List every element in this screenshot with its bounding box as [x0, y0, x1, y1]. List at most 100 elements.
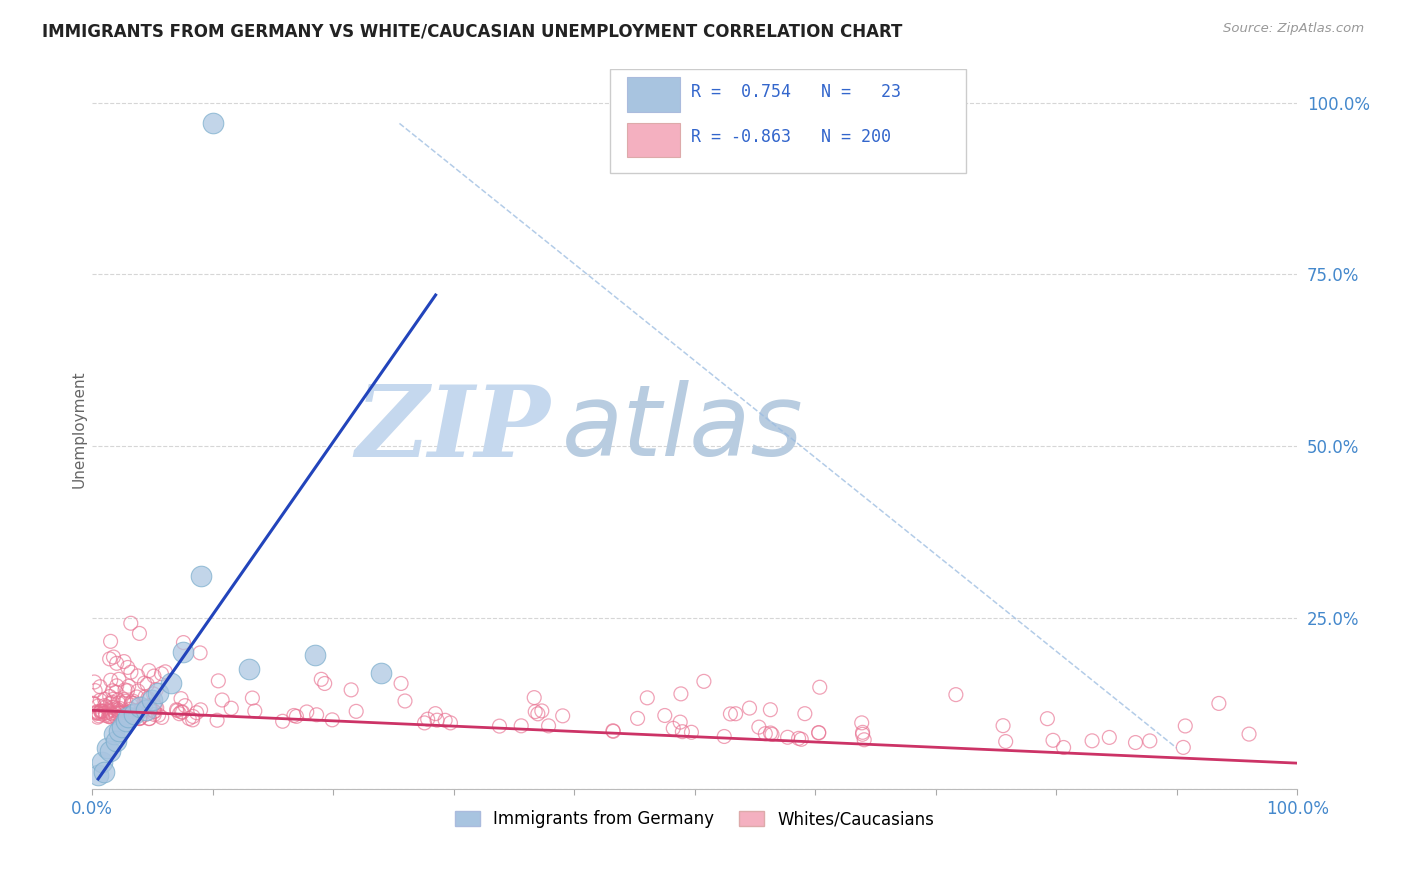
- Point: [83, 675, 105, 690]
- Point: [551, 709, 574, 723]
- Point: [759, 703, 782, 717]
- Point: [205, 713, 228, 727]
- Point: [172, 635, 194, 649]
- Point: [174, 698, 197, 713]
- Point: [172, 705, 194, 719]
- Point: [179, 711, 201, 725]
- Point: [523, 690, 546, 705]
- Point: [94, 708, 117, 723]
- Point: [238, 662, 260, 676]
- Point: [853, 732, 876, 747]
- Point: [128, 712, 150, 726]
- Point: [96, 741, 118, 756]
- Point: [669, 687, 692, 701]
- Point: [169, 706, 191, 721]
- Point: [295, 705, 318, 719]
- Point: [724, 706, 747, 721]
- Point: [87, 706, 110, 721]
- Point: [851, 727, 873, 741]
- Point: [148, 708, 170, 723]
- Point: [1042, 733, 1064, 747]
- Point: [101, 695, 124, 709]
- Point: [344, 704, 367, 718]
- Point: [808, 680, 831, 694]
- Point: [98, 744, 121, 758]
- Point: [159, 676, 181, 690]
- Point: [143, 705, 166, 719]
- Point: [759, 726, 782, 740]
- Point: [111, 721, 134, 735]
- Point: [98, 710, 121, 724]
- Point: [1125, 735, 1147, 749]
- Text: IMMIGRANTS FROM GERMANY VS WHITE/CAUCASIAN UNEMPLOYMENT CORRELATION CHART: IMMIGRANTS FROM GERMANY VS WHITE/CAUCASI…: [42, 22, 903, 40]
- Point: [86, 705, 108, 719]
- Point: [138, 664, 160, 678]
- Point: [89, 680, 111, 694]
- Point: [271, 714, 294, 729]
- Point: [285, 709, 308, 723]
- Point: [1173, 740, 1195, 755]
- Point: [211, 693, 233, 707]
- Point: [127, 684, 149, 698]
- Point: [201, 116, 224, 130]
- Text: R =  0.754   N =   23: R = 0.754 N = 23: [692, 83, 901, 102]
- Point: [118, 679, 141, 693]
- Point: [115, 714, 138, 728]
- Point: [776, 731, 799, 745]
- Text: ZIP: ZIP: [356, 381, 550, 477]
- Point: [89, 693, 111, 707]
- Point: [124, 706, 146, 721]
- FancyBboxPatch shape: [627, 78, 681, 112]
- Point: [510, 719, 533, 733]
- Point: [82, 697, 104, 711]
- Point: [945, 688, 967, 702]
- Point: [105, 657, 128, 671]
- Point: [793, 706, 815, 721]
- Point: [107, 697, 129, 711]
- Point: [104, 685, 127, 699]
- Point: [82, 696, 104, 710]
- Point: [135, 707, 157, 722]
- Point: [105, 702, 128, 716]
- Point: [150, 710, 173, 724]
- Point: [108, 701, 131, 715]
- Point: [120, 702, 142, 716]
- Point: [112, 692, 135, 706]
- Point: [488, 719, 510, 733]
- Point: [1237, 727, 1260, 741]
- Point: [807, 726, 830, 740]
- Point: [219, 701, 242, 715]
- Point: [304, 648, 326, 663]
- Point: [101, 700, 124, 714]
- Point: [114, 694, 136, 708]
- Point: [128, 626, 150, 640]
- Point: [103, 650, 125, 665]
- Point: [662, 722, 685, 736]
- Point: [103, 703, 125, 717]
- Point: [105, 734, 128, 748]
- Point: [90, 755, 112, 769]
- Point: [370, 665, 392, 680]
- Point: [105, 679, 128, 693]
- Point: [416, 712, 439, 726]
- Point: [170, 691, 193, 706]
- Point: [87, 698, 110, 713]
- Point: [134, 690, 156, 704]
- Point: [145, 682, 167, 697]
- Point: [1208, 697, 1230, 711]
- Point: [340, 682, 363, 697]
- Point: [107, 723, 129, 738]
- Point: [107, 693, 129, 707]
- Point: [141, 693, 163, 707]
- Point: [181, 709, 204, 723]
- Point: [394, 694, 416, 708]
- Point: [139, 702, 162, 716]
- Point: [93, 698, 115, 713]
- Point: [93, 692, 115, 706]
- Point: [143, 707, 166, 722]
- Point: [852, 725, 875, 739]
- Text: R = -0.863   N = 200: R = -0.863 N = 200: [692, 128, 891, 146]
- Point: [84, 683, 107, 698]
- Point: [283, 708, 305, 723]
- Point: [1098, 731, 1121, 745]
